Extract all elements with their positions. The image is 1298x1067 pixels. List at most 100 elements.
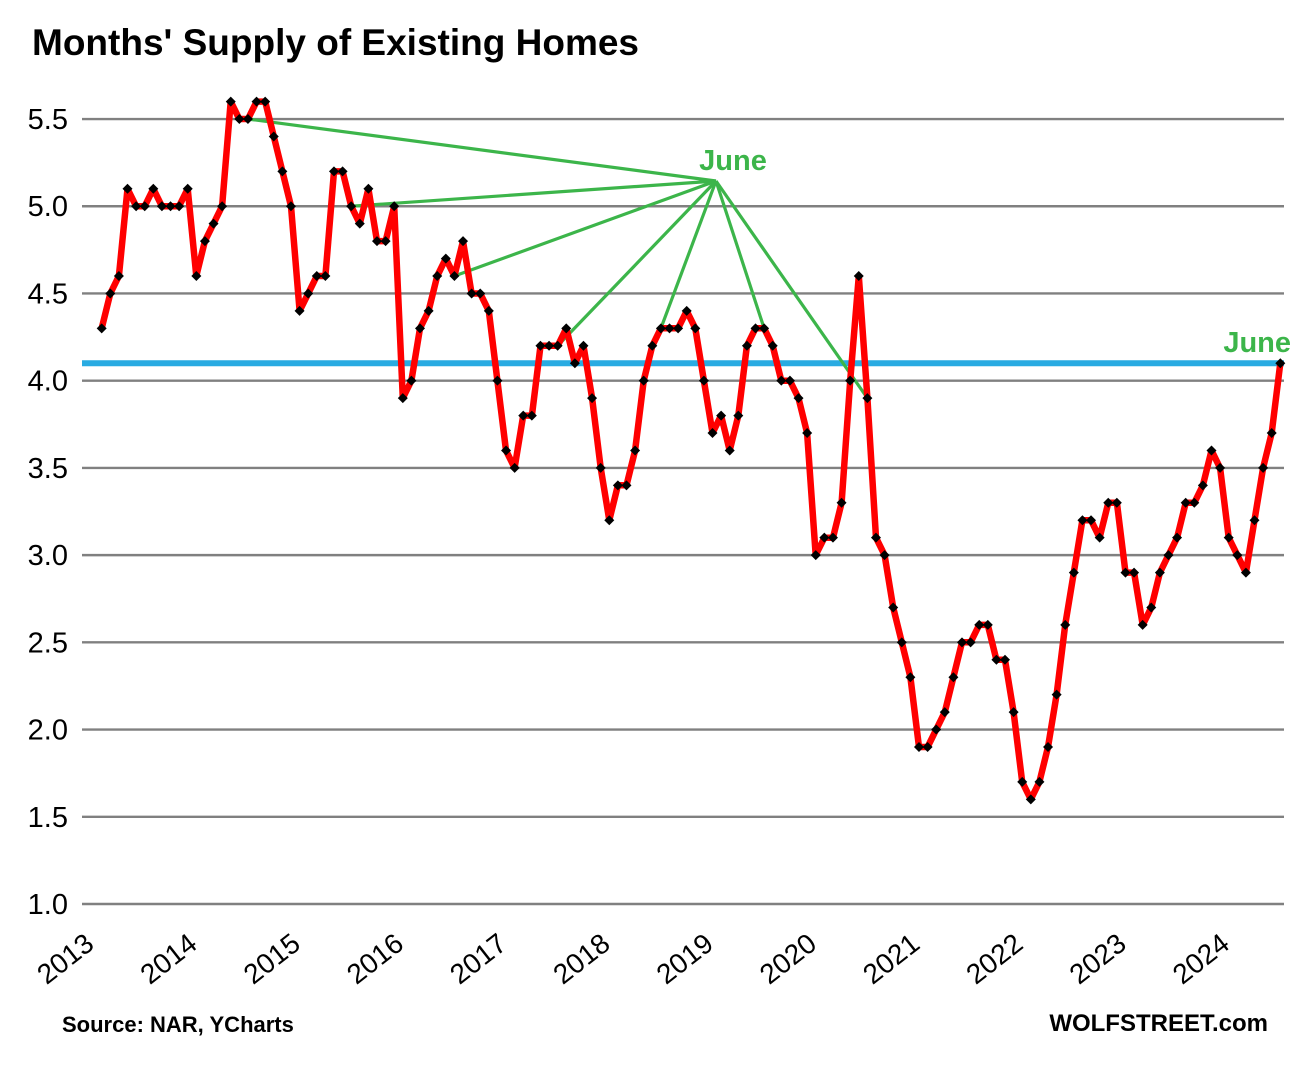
- data-point-marker: [1060, 619, 1071, 630]
- data-point-marker: [1120, 567, 1131, 578]
- data-point-marker: [139, 201, 150, 212]
- data-point-marker: [1025, 794, 1036, 805]
- data-point-marker: [251, 96, 262, 107]
- data-point-marker: [294, 305, 305, 316]
- data-point-marker: [242, 114, 253, 125]
- x-tick-label: 2016: [341, 927, 409, 990]
- data-point-marker: [974, 619, 985, 630]
- x-tick-label: 2024: [1167, 927, 1235, 990]
- x-tick-label: 2017: [444, 927, 512, 990]
- data-point-marker: [217, 201, 228, 212]
- data-point-marker: [948, 672, 959, 683]
- data-point-marker: [724, 445, 735, 456]
- data-point-marker: [1154, 567, 1165, 578]
- data-point-marker: [509, 462, 520, 473]
- data-point-marker: [131, 201, 142, 212]
- data-point-marker: [991, 654, 1002, 665]
- data-point-marker: [191, 271, 202, 282]
- data-point-marker: [199, 236, 210, 247]
- data-point-marker: [1206, 445, 1217, 456]
- data-point-marker: [1215, 462, 1226, 473]
- data-point-marker: [1137, 619, 1148, 630]
- data-point-marker: [1172, 532, 1183, 543]
- june-callout-line: [714, 180, 766, 329]
- data-point-marker: [1111, 497, 1122, 508]
- data-point-marker: [750, 323, 761, 334]
- data-point-marker: [957, 637, 967, 648]
- data-point-marker: [1240, 567, 1251, 578]
- data-point-marker: [234, 114, 245, 125]
- data-point-marker: [1129, 567, 1140, 578]
- x-tick-label: 2019: [651, 927, 719, 990]
- data-point-marker: [905, 672, 916, 683]
- data-point-marker: [810, 550, 821, 561]
- data-point-marker: [328, 166, 339, 177]
- data-point-marker: [690, 323, 701, 334]
- data-point-marker: [182, 183, 193, 194]
- data-point-marker: [1068, 567, 1079, 578]
- data-point-marker: [354, 218, 365, 229]
- y-tick-label: 2.5: [28, 627, 68, 659]
- data-point-marker: [371, 236, 382, 247]
- data-point-marker: [733, 410, 744, 421]
- data-point-marker: [148, 183, 159, 194]
- data-point-marker: [1000, 654, 1011, 665]
- data-point-marker: [415, 323, 426, 334]
- branding: WOLFSTREET.com: [1049, 1010, 1268, 1037]
- june-callout-line: [556, 179, 718, 347]
- data-point-marker: [1266, 428, 1277, 439]
- y-tick-label: 3.5: [28, 453, 68, 485]
- data-point-marker: [741, 340, 752, 351]
- data-point-marker: [853, 271, 864, 282]
- data-point-marker: [440, 253, 451, 264]
- data-point-marker: [492, 375, 503, 386]
- data-point-marker: [337, 166, 348, 177]
- data-point-marker: [716, 410, 727, 421]
- x-tick-label: 2020: [754, 927, 822, 990]
- june-reference-label: June: [1223, 327, 1291, 359]
- data-point-marker: [578, 340, 589, 351]
- data-point-marker: [1146, 602, 1157, 613]
- data-point-marker: [122, 183, 133, 194]
- data-point-marker: [1223, 532, 1234, 543]
- data-point-marker: [1163, 550, 1174, 561]
- data-point-marker: [363, 183, 374, 194]
- data-point-marker: [1034, 776, 1045, 787]
- data-point-marker: [655, 323, 666, 334]
- june-callout-line: [351, 179, 717, 208]
- data-point-marker: [664, 323, 675, 334]
- data-point-marker: [1086, 515, 1097, 526]
- data-point-marker: [1275, 358, 1286, 369]
- data-point-marker: [612, 480, 623, 491]
- data-point-marker: [1094, 532, 1105, 543]
- data-point-marker: [836, 497, 847, 508]
- data-point-marker: [501, 445, 512, 456]
- data-point-marker: [1180, 497, 1191, 508]
- data-point-marker: [165, 201, 176, 212]
- data-point-marker: [561, 323, 572, 334]
- data-point-marker: [389, 201, 400, 212]
- chart-title: Months' Supply of Existing Homes: [32, 22, 639, 63]
- data-point-marker: [802, 428, 813, 439]
- data-point-marker: [225, 96, 236, 107]
- x-tick-label: 2013: [31, 927, 99, 990]
- data-point-marker: [604, 515, 615, 526]
- data-point-marker: [1189, 497, 1200, 508]
- data-point-marker: [346, 201, 357, 212]
- data-point-marker: [776, 375, 787, 386]
- data-point-marker: [931, 724, 942, 735]
- data-point-marker: [707, 428, 718, 439]
- data-point-marker: [638, 375, 649, 386]
- data-point-marker: [260, 96, 271, 107]
- data-point-marker: [113, 271, 124, 282]
- data-point-marker: [535, 340, 546, 351]
- data-point-marker: [432, 271, 443, 282]
- data-point-marker: [320, 271, 331, 282]
- data-point-marker: [475, 288, 486, 299]
- data-point-marker: [922, 742, 933, 753]
- data-point-marker: [96, 323, 107, 334]
- data-point-marker: [595, 462, 606, 473]
- june-callout-line: [714, 180, 869, 400]
- june-callout-label: June: [699, 145, 767, 177]
